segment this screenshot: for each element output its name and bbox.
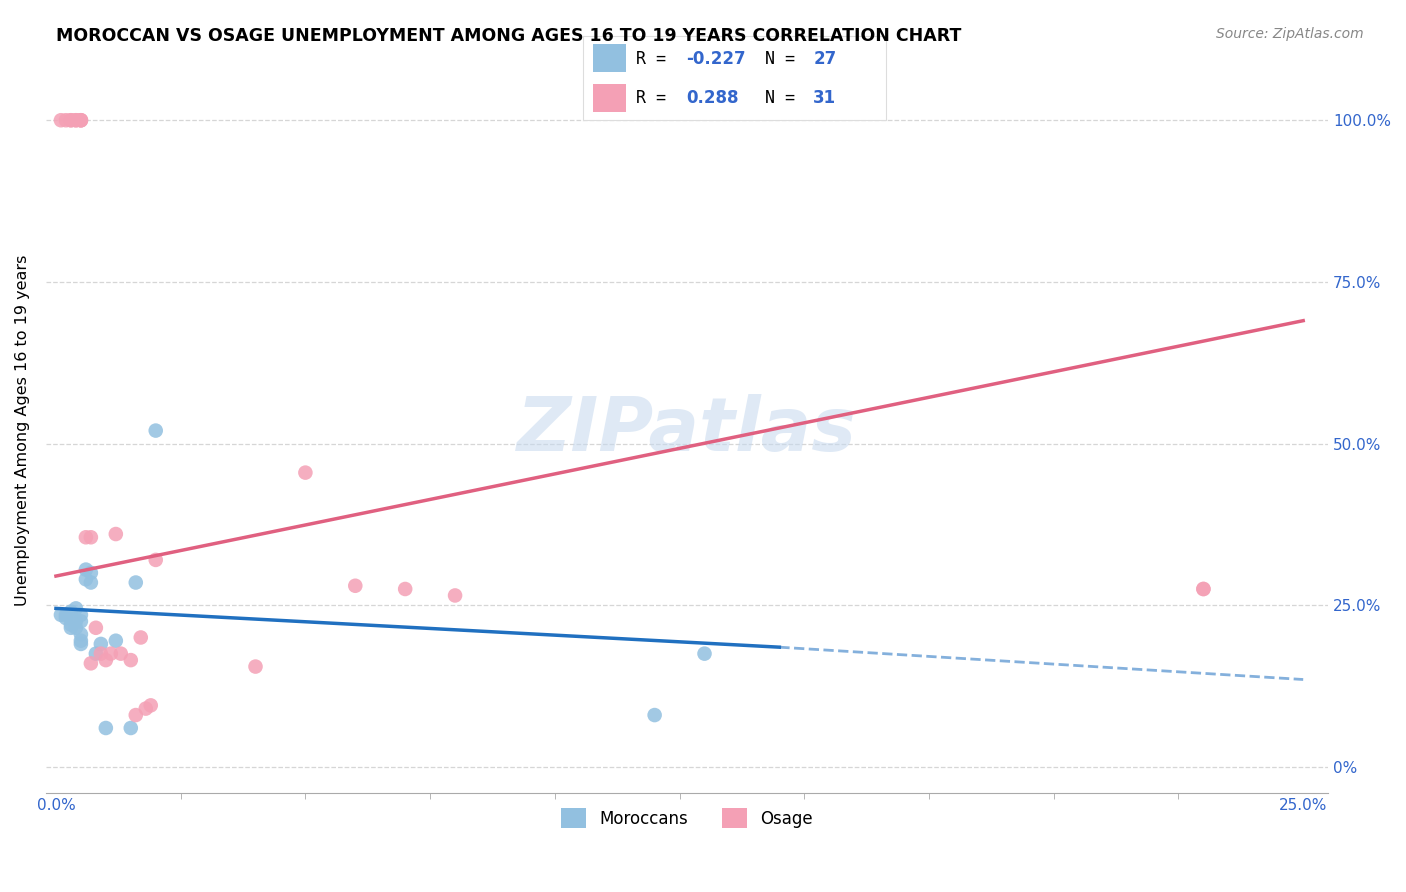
Point (135, 701, 157, 715)
Text: -0.227: -0.227 (686, 50, 747, 68)
Point (70, 633, 93, 648)
Point (70, 627, 93, 641)
Point (59, 605, 82, 619)
Point (145, 553, 167, 567)
Point (394, 582, 416, 596)
Point (65, 621, 87, 635)
Point (80, 566, 103, 580)
Text: 0.288: 0.288 (686, 88, 738, 106)
Point (84, 621, 107, 635)
Point (80, 657, 103, 671)
Point (80, 530, 103, 544)
Legend: Moroccans, Osage: Moroccans, Osage (555, 801, 820, 835)
Point (65, 601, 87, 615)
Point (129, 631, 152, 645)
Point (70, 113, 93, 128)
Point (444, 589, 467, 603)
Point (70, 113, 93, 128)
Bar (592, 84, 626, 112)
Point (75, 563, 97, 577)
Point (1192, 582, 1215, 596)
Y-axis label: Unemployment Among Ages 16 to 19 years: Unemployment Among Ages 16 to 19 years (15, 255, 30, 607)
Point (59, 113, 82, 128)
Point (59, 617, 82, 632)
Point (84, 647, 107, 661)
Point (120, 721, 142, 735)
Text: N =: N = (765, 88, 804, 106)
Point (70, 637, 93, 651)
Point (55, 607, 77, 622)
Text: R =: R = (637, 88, 686, 106)
Point (145, 424, 167, 438)
Point (70, 113, 93, 128)
Point (100, 647, 122, 661)
Point (94, 653, 117, 667)
Point (90, 647, 112, 661)
Point (94, 721, 117, 735)
Point (125, 575, 148, 590)
Point (110, 647, 132, 661)
Point (245, 659, 267, 673)
Point (75, 572, 97, 586)
Point (75, 530, 97, 544)
Text: N =: N = (765, 50, 804, 68)
Point (1192, 582, 1215, 596)
Text: 31: 31 (813, 88, 837, 106)
Point (693, 647, 716, 661)
Point (55, 113, 77, 128)
Point (120, 653, 142, 667)
Point (139, 698, 162, 713)
Text: Source: ZipAtlas.com: Source: ZipAtlas.com (1216, 27, 1364, 41)
Point (55, 611, 77, 625)
Text: MOROCCAN VS OSAGE UNEMPLOYMENT AMONG AGES 16 TO 19 YEARS CORRELATION CHART: MOROCCAN VS OSAGE UNEMPLOYMENT AMONG AGE… (56, 27, 962, 45)
Text: ZIPatlas: ZIPatlas (517, 394, 858, 467)
Point (59, 621, 82, 635)
Point (49, 113, 72, 128)
Point (65, 113, 87, 128)
Bar (592, 44, 626, 72)
Point (125, 708, 148, 723)
Point (344, 579, 367, 593)
Point (294, 466, 316, 480)
Point (104, 633, 127, 648)
Point (65, 615, 87, 629)
Point (49, 607, 72, 622)
Point (90, 637, 112, 651)
Text: R =: R = (637, 50, 676, 68)
Point (65, 113, 87, 128)
Point (644, 708, 666, 723)
Point (104, 527, 127, 541)
Point (80, 575, 103, 590)
Point (70, 615, 93, 629)
Text: 27: 27 (813, 50, 837, 68)
Point (70, 607, 93, 622)
Point (59, 113, 82, 128)
